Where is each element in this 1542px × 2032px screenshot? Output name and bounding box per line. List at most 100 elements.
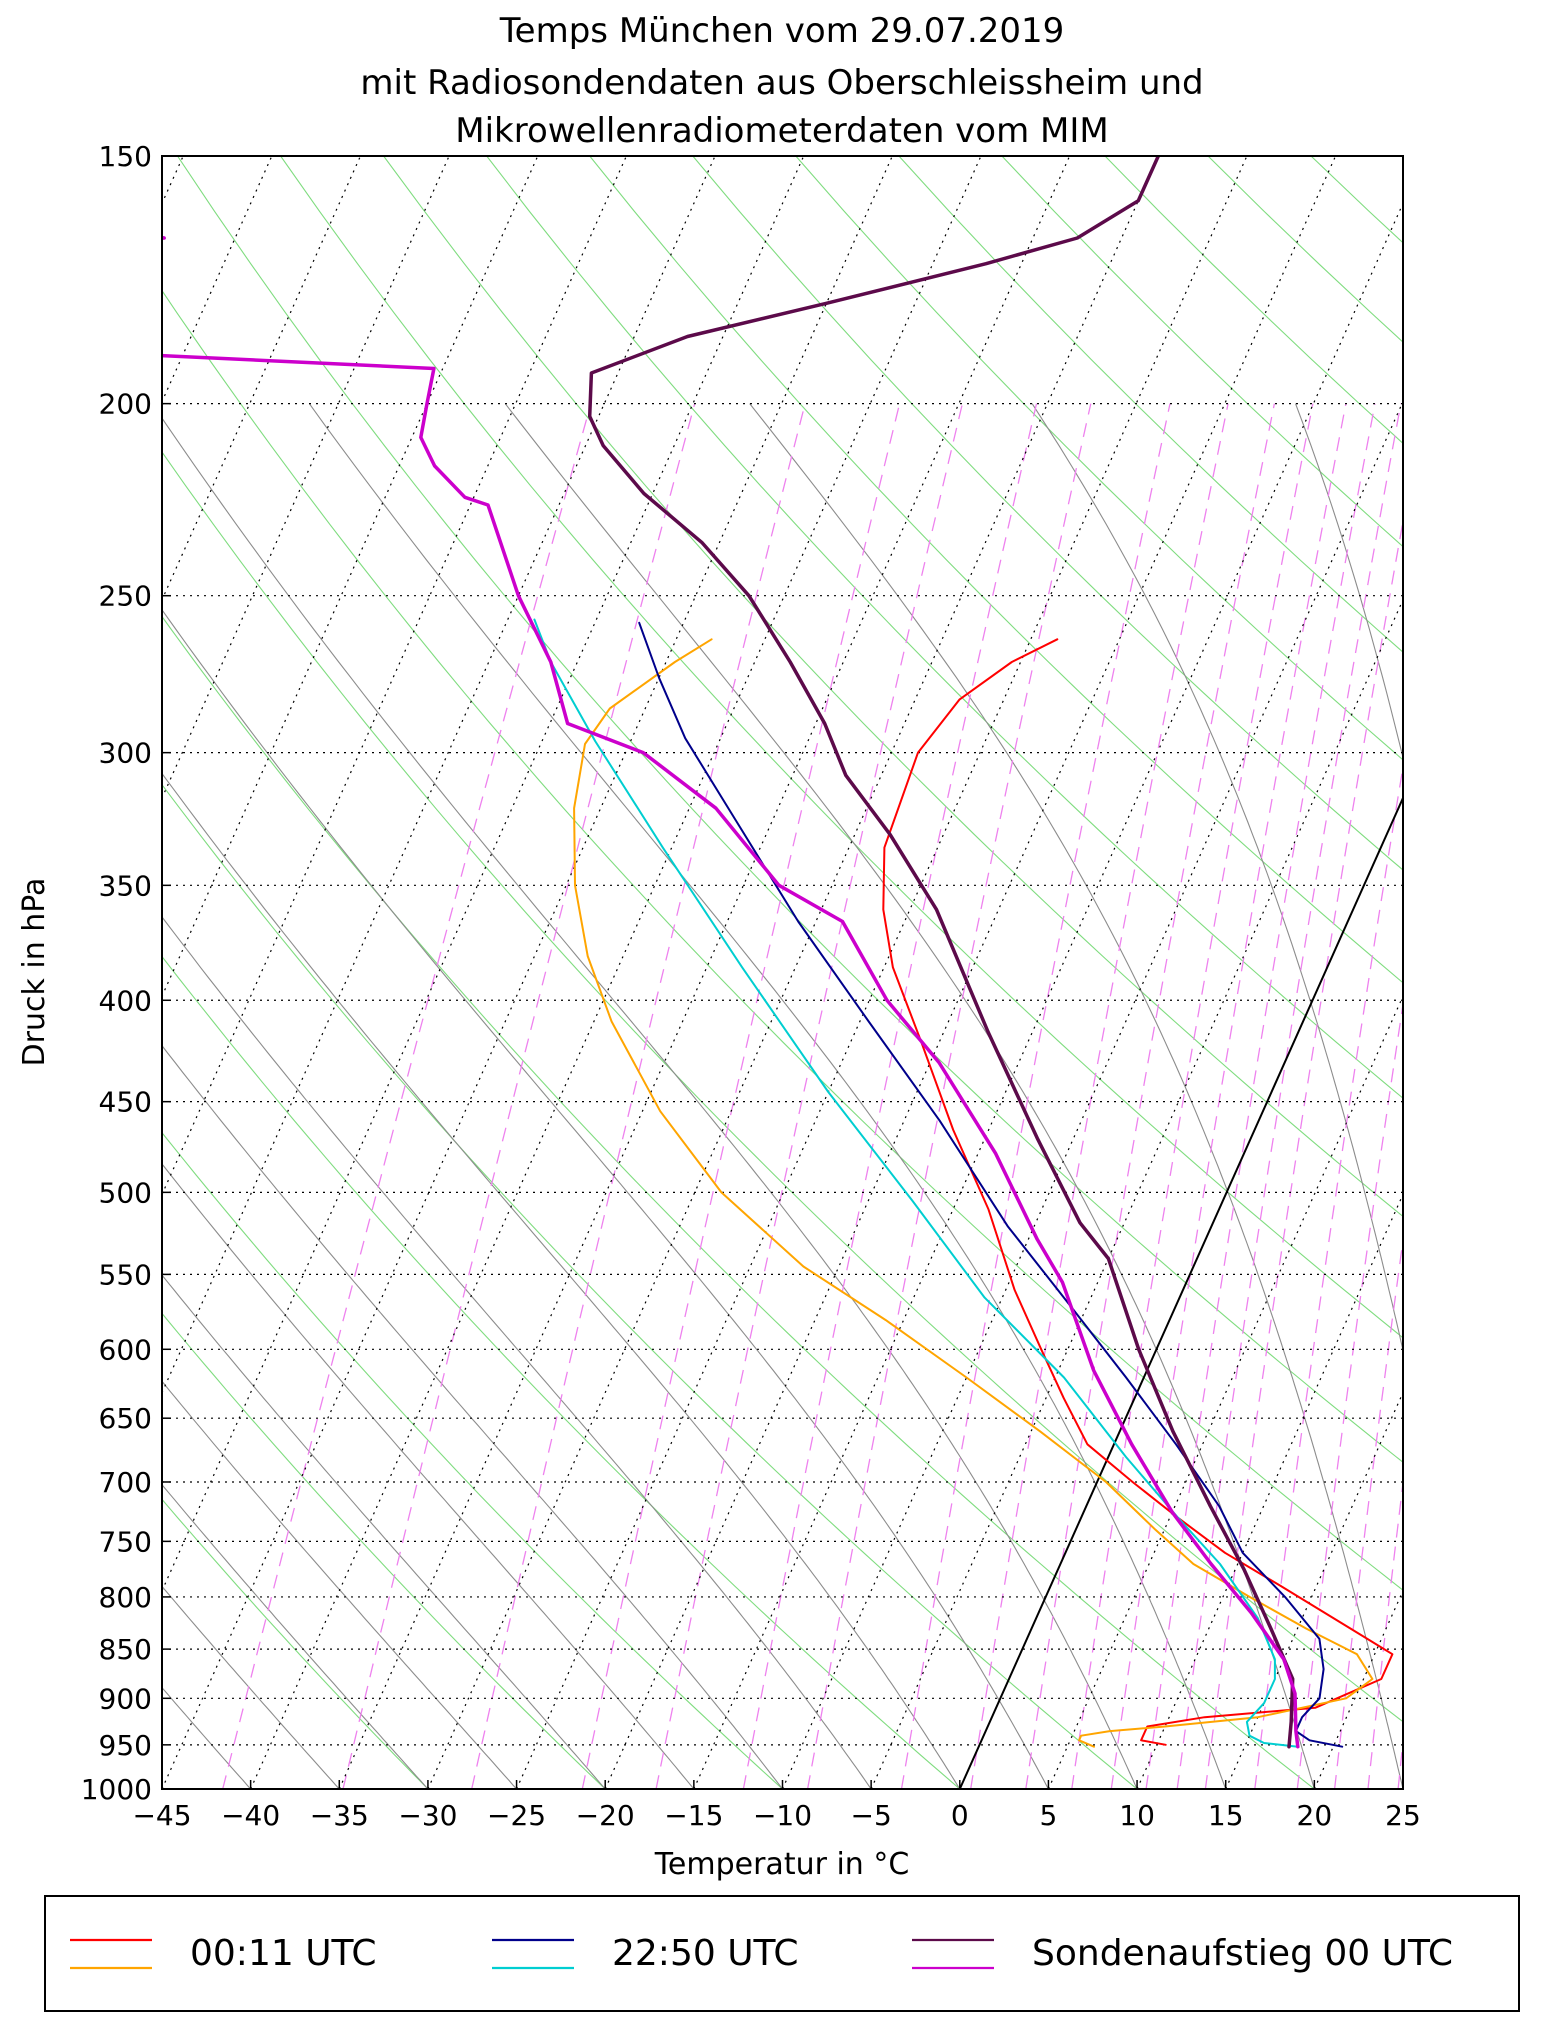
y-tick-label: 850 — [99, 1633, 152, 1666]
isotherm-gridline — [1047, 994, 1403, 1789]
mixing-ratio-line — [1254, 763, 1403, 1789]
isotherm-gridline — [1402, 1787, 1403, 1789]
data-series — [162, 156, 1394, 1749]
mixing-ratio-line — [1110, 403, 1347, 1789]
x-tick-label: 15 — [1208, 1799, 1244, 1832]
dry-adiabat-line — [1414, 156, 1542, 1789]
plot-area — [162, 156, 1542, 1789]
isotherm-gridline — [162, 156, 805, 1593]
mixing-ratio-line — [1496, 404, 1542, 1789]
y-tick-label: 900 — [99, 1682, 152, 1715]
x-tick-label: 5 — [1040, 1799, 1058, 1832]
dry-adiabat-line — [1207, 156, 1403, 343]
isotherm-gridline — [162, 156, 539, 998]
x-tick-label: −10 — [753, 1799, 812, 1832]
mixing-ratio-line — [1145, 403, 1376, 1789]
mixing-ratio-line — [900, 403, 1171, 1789]
series-dewpoint-line-2 — [573, 638, 1374, 1748]
x-tick-label: 20 — [1297, 1799, 1333, 1832]
y-tick-label: 600 — [99, 1333, 152, 1366]
x-tick-label: 0 — [951, 1799, 969, 1832]
y-tick-label: 950 — [99, 1729, 152, 1762]
series-temperature-line-5 — [587, 156, 1295, 1749]
dry-adiabat-line — [589, 156, 1403, 984]
legend-entries: 00:11 UTC 22:50 UTC Sondenaufstieg 00 UTC — [70, 1933, 1453, 1974]
dry-adiabat-line — [177, 156, 1403, 1463]
dry-adiabat-line — [795, 156, 1403, 761]
zero-isotherm-line — [958, 795, 1403, 1789]
dry-adiabat-line — [280, 156, 1403, 1339]
y-axis-label: Druck in hPa — [17, 878, 52, 1067]
x-tick-label: 10 — [1119, 1799, 1155, 1832]
mixing-ratio-line — [1296, 999, 1403, 1789]
mixing-ratio-line — [342, 403, 696, 1789]
moist-adiabat-line — [162, 417, 1138, 1789]
series-dewpoint-line-6 — [162, 235, 1300, 1749]
x-tick-label: 25 — [1385, 1799, 1421, 1832]
dry-adiabat-line — [486, 156, 1403, 1099]
dry-adiabat-line — [162, 615, 1315, 1789]
mixing-ratio-line — [1176, 403, 1402, 1789]
legend-label: 22:50 UTC — [612, 1933, 799, 1974]
x-tick-label: −30 — [398, 1799, 457, 1832]
mixing-ratio-line — [1204, 517, 1403, 1789]
mixing-ratio-line — [1536, 404, 1542, 1789]
legend-label: Sondenaufstieg 00 UTC — [1032, 1933, 1453, 1974]
y-tick-label: 500 — [99, 1176, 152, 1209]
x-axis-label: Temperatur in °C — [654, 1847, 910, 1882]
y-tick-label: 750 — [99, 1525, 152, 1558]
isotherm-gridline — [162, 156, 450, 800]
dry-adiabat-line — [898, 156, 1403, 653]
moist-adiabat-line — [162, 916, 872, 1789]
y-tick-label: 300 — [99, 737, 152, 770]
dry-adiabat-line — [162, 1312, 606, 1789]
y-tick-label: 150 — [99, 140, 152, 173]
isotherm-gridline — [338, 156, 1071, 1789]
y-tick-label: 1000 — [81, 1773, 152, 1806]
mixing-ratio-line — [1397, 1735, 1403, 1789]
moist-adiabat-line — [162, 1483, 429, 1789]
dry-adiabat-line — [162, 1498, 429, 1789]
dry-adiabat-line — [1001, 156, 1403, 548]
isotherm-gridline — [162, 156, 362, 602]
isotherm-gridline — [870, 598, 1403, 1789]
legend-label: 00:11 UTC — [190, 1933, 377, 1974]
isotherm-gridline — [1225, 1391, 1403, 1789]
y-tick-label: 350 — [99, 869, 152, 902]
moist-adiabat-line — [162, 1380, 518, 1789]
moist-adiabat-line — [1294, 403, 1403, 761]
moist-adiabat-line — [162, 1044, 783, 1789]
mixing-ratio-line — [1025, 403, 1276, 1789]
dry-adiabats — [162, 156, 1542, 1789]
y-axis-ticks: 150 200 250 300 350 400 450 500 550 600 650 700 750 8… — [81, 140, 171, 1806]
y-tick-label: 550 — [99, 1258, 152, 1291]
legend-frame — [44, 1895, 1520, 2012]
moist-adiabat-line — [162, 1274, 606, 1789]
dry-adiabat-line — [1517, 156, 1542, 1789]
y-tick-label: 200 — [99, 388, 152, 421]
moist-adiabat-line — [162, 1163, 695, 1789]
series-dewpoint-line-4 — [533, 618, 1299, 1748]
dry-adiabat-line — [162, 955, 961, 1789]
isotherm-gridline — [959, 796, 1403, 1789]
y-tick-label: 700 — [99, 1466, 152, 1499]
mixing-ratio-line — [222, 403, 592, 1789]
x-tick-label: −20 — [576, 1799, 635, 1832]
moist-adiabat-line — [162, 1585, 340, 1789]
title-line-3: Mikrowellenradiometerdaten vom MIM — [455, 111, 1108, 151]
dry-adiabat-line — [162, 289, 1403, 1591]
title-line-2: mit Radiosondendaten aus Oberschleisshei… — [360, 63, 1203, 103]
isotherm-gridline — [162, 156, 627, 1196]
y-tick-label: 250 — [99, 580, 152, 613]
dry-adiabat-line — [162, 1131, 783, 1789]
moist-adiabat-line — [1031, 403, 1403, 1353]
mixing-ratio-line — [742, 403, 1038, 1789]
x-tick-label: −15 — [664, 1799, 723, 1832]
y-tick-label: 800 — [99, 1581, 152, 1614]
moist-adiabat-line — [162, 608, 1049, 1789]
isotherm-gridline — [427, 156, 1159, 1789]
mixing-ratio-line — [581, 403, 901, 1789]
mixing-ratio-line — [1071, 403, 1314, 1789]
mixing-ratio-line — [806, 403, 1092, 1789]
